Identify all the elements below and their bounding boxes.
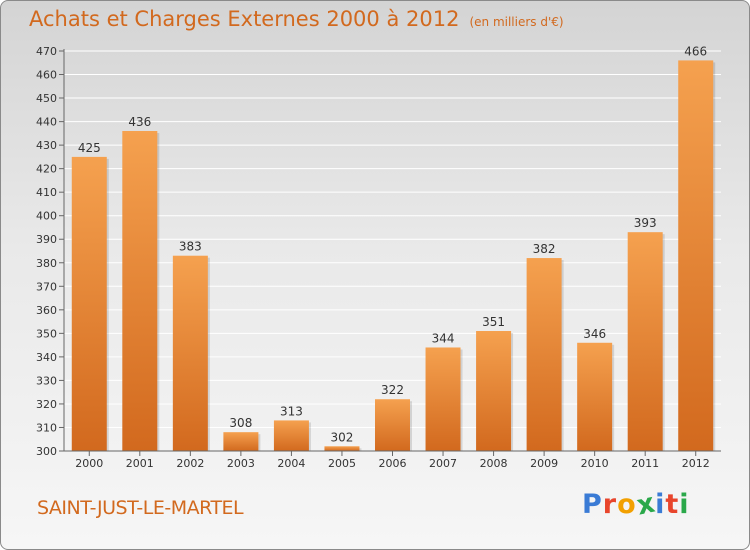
x-tick-label: 2012 bbox=[682, 457, 710, 470]
data-label: 466 bbox=[684, 44, 707, 58]
logo-letter: r bbox=[602, 489, 618, 520]
y-tick-label: 320 bbox=[36, 398, 57, 411]
logo-letter: i bbox=[679, 489, 690, 520]
town-name: SAINT-JUST-LE-MARTEL bbox=[37, 497, 244, 519]
chart-title-text: Achats et Charges Externes 2000 à 2012 bbox=[29, 7, 460, 31]
x-tick-label: 2005 bbox=[328, 457, 356, 470]
bar-2004 bbox=[273, 420, 309, 451]
y-tick-label: 340 bbox=[36, 351, 57, 364]
data-label: 346 bbox=[583, 327, 606, 341]
x-tick-label: 2006 bbox=[379, 457, 407, 470]
bar-2002 bbox=[172, 255, 208, 451]
x-tick-label: 2004 bbox=[277, 457, 305, 470]
data-label: 302 bbox=[331, 430, 354, 444]
data-label: 425 bbox=[78, 141, 101, 155]
bar-2012 bbox=[678, 60, 714, 451]
x-tick-label: 2002 bbox=[176, 457, 204, 470]
data-label: 351 bbox=[482, 315, 505, 329]
chart-title: Achats et Charges Externes 2000 à 2012 (e… bbox=[29, 7, 564, 31]
y-tick-label: 350 bbox=[36, 327, 57, 340]
x-tick-label: 2008 bbox=[480, 457, 508, 470]
logo-letter: P bbox=[582, 489, 603, 520]
bar-2005 bbox=[324, 446, 360, 451]
bar-2000 bbox=[71, 156, 107, 451]
axes: 300 310 320 330 340 350 360 370 380 390 400 410 420 4… bbox=[36, 45, 721, 470]
y-tick-label: 400 bbox=[36, 210, 57, 223]
bar-2008 bbox=[476, 331, 512, 451]
y-tick-label: 380 bbox=[36, 257, 57, 270]
x-tick-label: 2009 bbox=[530, 457, 558, 470]
data-label: 344 bbox=[432, 331, 455, 345]
data-label: 322 bbox=[381, 383, 404, 397]
logo-letter: i bbox=[655, 489, 666, 520]
bar-2003 bbox=[223, 432, 259, 451]
y-tick-label: 450 bbox=[36, 92, 57, 105]
y-tick-label: 360 bbox=[36, 304, 57, 317]
y-tick-label: 460 bbox=[36, 69, 57, 82]
logo-letter: t bbox=[665, 489, 680, 520]
y-tick-label: 470 bbox=[36, 45, 57, 58]
bar-2001 bbox=[122, 131, 158, 451]
data-label: 436 bbox=[128, 115, 151, 129]
y-tick-label: 410 bbox=[36, 186, 57, 199]
data-labels: 425 436 383 308 313 302 322 344 351 382 346 393 466 bbox=[78, 44, 707, 444]
data-label: 393 bbox=[634, 216, 657, 230]
y-tick-label: 300 bbox=[36, 445, 57, 458]
x-tick-label: 2000 bbox=[75, 457, 103, 470]
proxiti-logo: Proxiti bbox=[582, 487, 690, 521]
bars bbox=[71, 60, 716, 451]
bar-2010 bbox=[577, 342, 613, 451]
y-tick-label: 310 bbox=[36, 421, 57, 434]
bar-2006 bbox=[375, 399, 410, 451]
data-label: 383 bbox=[179, 240, 202, 254]
data-label: 382 bbox=[533, 242, 556, 256]
logo-letter: o bbox=[617, 489, 637, 520]
data-label: 308 bbox=[229, 416, 252, 430]
x-tick-label: 2001 bbox=[126, 457, 154, 470]
bar-2007 bbox=[425, 347, 461, 451]
bar-2011 bbox=[627, 232, 663, 451]
y-tick-label: 390 bbox=[36, 233, 57, 246]
x-tick-label: 2010 bbox=[581, 457, 609, 470]
x-tick-label: 2003 bbox=[227, 457, 255, 470]
y-tick-label: 330 bbox=[36, 374, 57, 387]
x-tick-label: 2007 bbox=[429, 457, 457, 470]
x-tick-label: 2011 bbox=[631, 457, 659, 470]
y-tick-label: 420 bbox=[36, 163, 57, 176]
y-tick-label: 430 bbox=[36, 139, 57, 152]
bar-2009 bbox=[526, 258, 562, 451]
chart-unit: (en milliers d'€) bbox=[469, 15, 564, 29]
y-tick-label: 370 bbox=[36, 280, 57, 293]
data-label: 313 bbox=[280, 404, 303, 418]
y-tick-label: 440 bbox=[36, 116, 57, 129]
